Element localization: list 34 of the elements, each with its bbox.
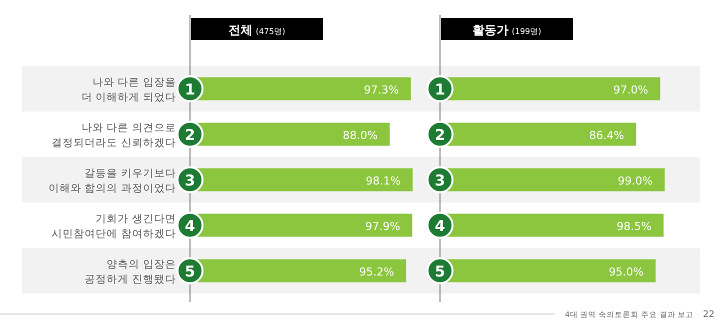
text: 22 xyxy=(703,310,714,320)
number-badge: 2 xyxy=(176,120,204,148)
chart-title: 활동가 xyxy=(472,23,509,37)
annotation: 3 xyxy=(434,171,446,190)
data-label: 95.0% xyxy=(608,265,644,278)
y-tick-label: 나와 다른 입장을 더 이해하게 되었다 xyxy=(81,76,176,104)
y-tick-label: 양측의 입장은 공정하게 진행됐다 xyxy=(84,258,176,286)
number-badge: 2 xyxy=(426,120,454,148)
annotation: 1 xyxy=(434,80,446,98)
annotation: 2 xyxy=(434,126,446,144)
number-badge: 4 xyxy=(426,212,454,239)
data-label: 98.5% xyxy=(616,220,652,233)
data-label: 99.0% xyxy=(618,174,653,188)
data-label: 97.9% xyxy=(365,220,400,233)
chart-subtitle: (475명) xyxy=(256,27,286,36)
annotation: 3 xyxy=(184,171,196,190)
annotation: 4 xyxy=(434,216,446,235)
data-label: 97.3% xyxy=(364,83,399,96)
data-label: 95.2% xyxy=(359,265,394,278)
number-badge: 4 xyxy=(176,212,204,239)
annotation: 5 xyxy=(434,262,446,280)
y-tick-label: 기회가 생긴다면 시민참여단에 참여하겠다 xyxy=(52,212,176,240)
annotation: 1 xyxy=(184,80,196,98)
data-label: 88.0% xyxy=(342,128,378,142)
annotation: 2 xyxy=(184,126,196,144)
chart-subtitle: (199명) xyxy=(512,27,542,36)
y-tick-label: 나와 다른 의견으로 결정되더라도 신뢰하겠다 xyxy=(52,122,176,149)
annotation: 4 xyxy=(184,216,196,235)
data-label: 86.4% xyxy=(589,128,624,142)
data-label: 98.1% xyxy=(366,174,401,188)
data-label: 97.0% xyxy=(613,83,648,96)
chart-title: 전체 xyxy=(228,23,253,37)
y-tick-label: 갈등을 키우기보다 이해와 합의의 과정이었다 xyxy=(48,167,176,194)
annotation: 5 xyxy=(184,262,196,280)
